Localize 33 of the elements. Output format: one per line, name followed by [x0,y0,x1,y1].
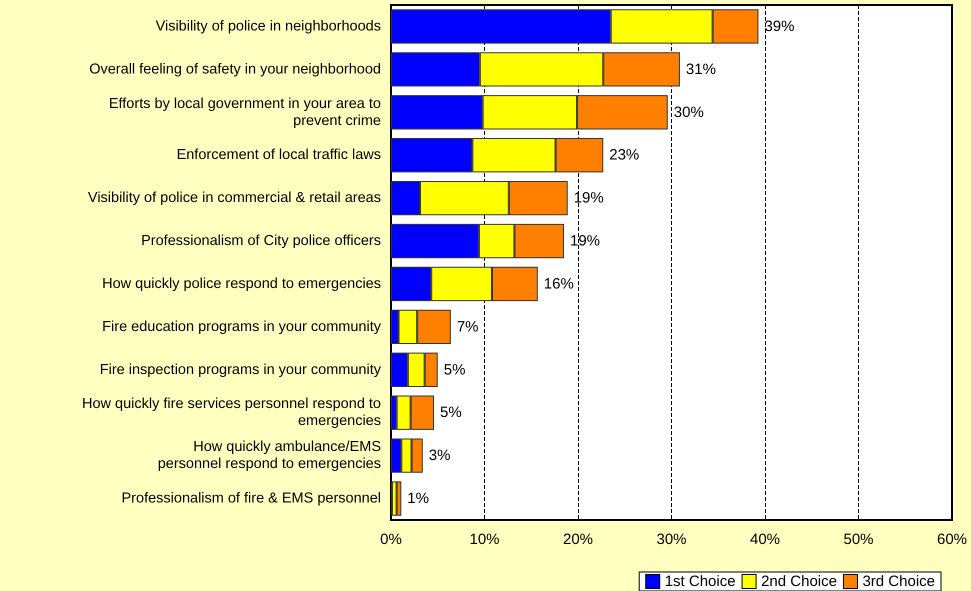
x-tick-label: 10% [469,531,500,548]
total-label: 3% [428,447,450,464]
y-tick-label: Fire inspection programs in your community [100,362,382,378]
x-tick-label: 20% [562,531,594,548]
y-tick-label: Visibility of police in neighborhoods [156,18,381,34]
y-tick-label: Efforts by local government in your area to prevent crime [108,96,381,129]
y-tick-label: Visibility of police in commercial & retail areas [88,190,381,206]
y-tick-label: How quickly police respond to emergencies [102,276,381,292]
total-label: 1% [407,490,429,508]
y-tick-label: Professionalism of City police officers [141,233,381,250]
x-tick-label: 60% [936,531,968,548]
y-tick-label: Enforcement of local traffic laws [176,147,381,164]
legend-label: 3rd Choice [862,573,936,590]
x-tick-label: 50% [843,531,874,548]
total-label: 5% [444,361,466,378]
total-label: 7% [456,318,479,336]
y-tick-label: Overall feeling of safety in your neighborhood [89,61,381,78]
total-label: 31% [686,60,716,78]
x-tick-label: 30% [656,531,687,548]
total-label: 5% [440,404,462,422]
total-label: 19% [570,232,600,250]
total-label: 39% [764,18,794,35]
x-tick-label: 40% [750,531,780,548]
y-tick-label: Fire education programs in your community [102,318,382,335]
y-tick-label: How quickly ambulance/EMS personnel respond to emergencies [158,439,381,472]
total-label: 16% [544,275,574,292]
y-tick-label: How quickly fire services personnel respond to emergencies [82,396,381,430]
x-tick-label: 0% [380,531,402,548]
y-tick-label: Professionalism of fire & EMS personnel [122,490,381,507]
total-label: 23% [609,146,640,164]
total-label: 30% [674,104,704,121]
legend-label: 1st Choice [664,573,736,590]
legend-label: 2nd Choice [761,573,837,590]
